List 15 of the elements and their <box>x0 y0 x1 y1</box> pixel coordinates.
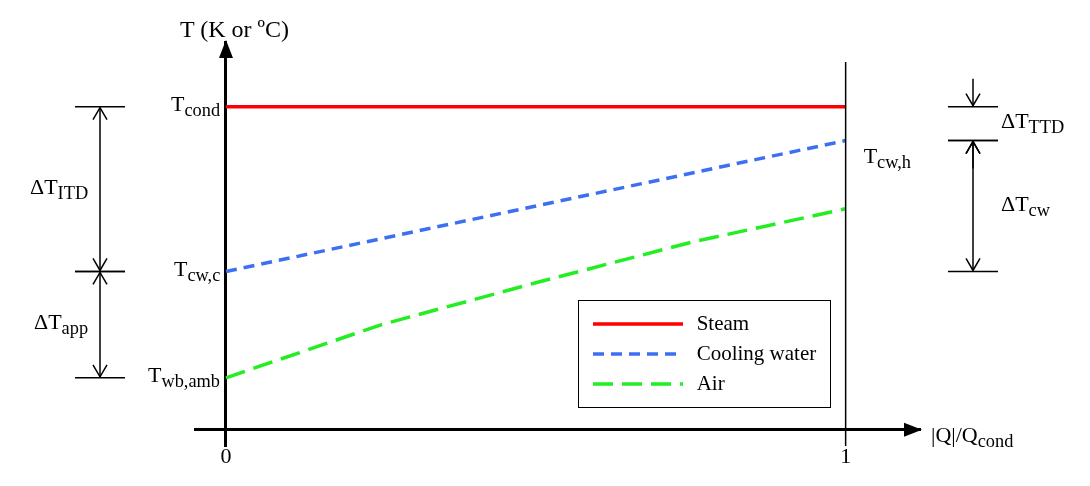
legend-label: Air <box>696 371 725 397</box>
annotation: T$_{cw,h}$ <box>863 143 912 173</box>
legend-label: Steam <box>696 311 750 337</box>
text: ΔT$_{ITD}$ <box>30 173 89 203</box>
x-axis-title: |Q|/Q$_{cond}$ <box>931 422 1014 452</box>
annotation: T$_{wb,amb}$ <box>147 362 220 392</box>
text: ΔT$_{app}$ <box>34 309 89 339</box>
annotation: T$_{cond}$ <box>170 91 221 121</box>
x-tick-label: 0 <box>220 442 232 468</box>
y-axis-title: T (K or ºC) <box>179 16 289 42</box>
text: ΔT$_{cw}$ <box>1001 190 1050 220</box>
annotation: T$_{cw,c}$ <box>173 255 221 286</box>
legend-label: Cooling water <box>696 341 817 367</box>
text: ΔT$_{TTD}$ <box>1001 108 1065 138</box>
x-tick-label: 1 <box>840 442 852 468</box>
